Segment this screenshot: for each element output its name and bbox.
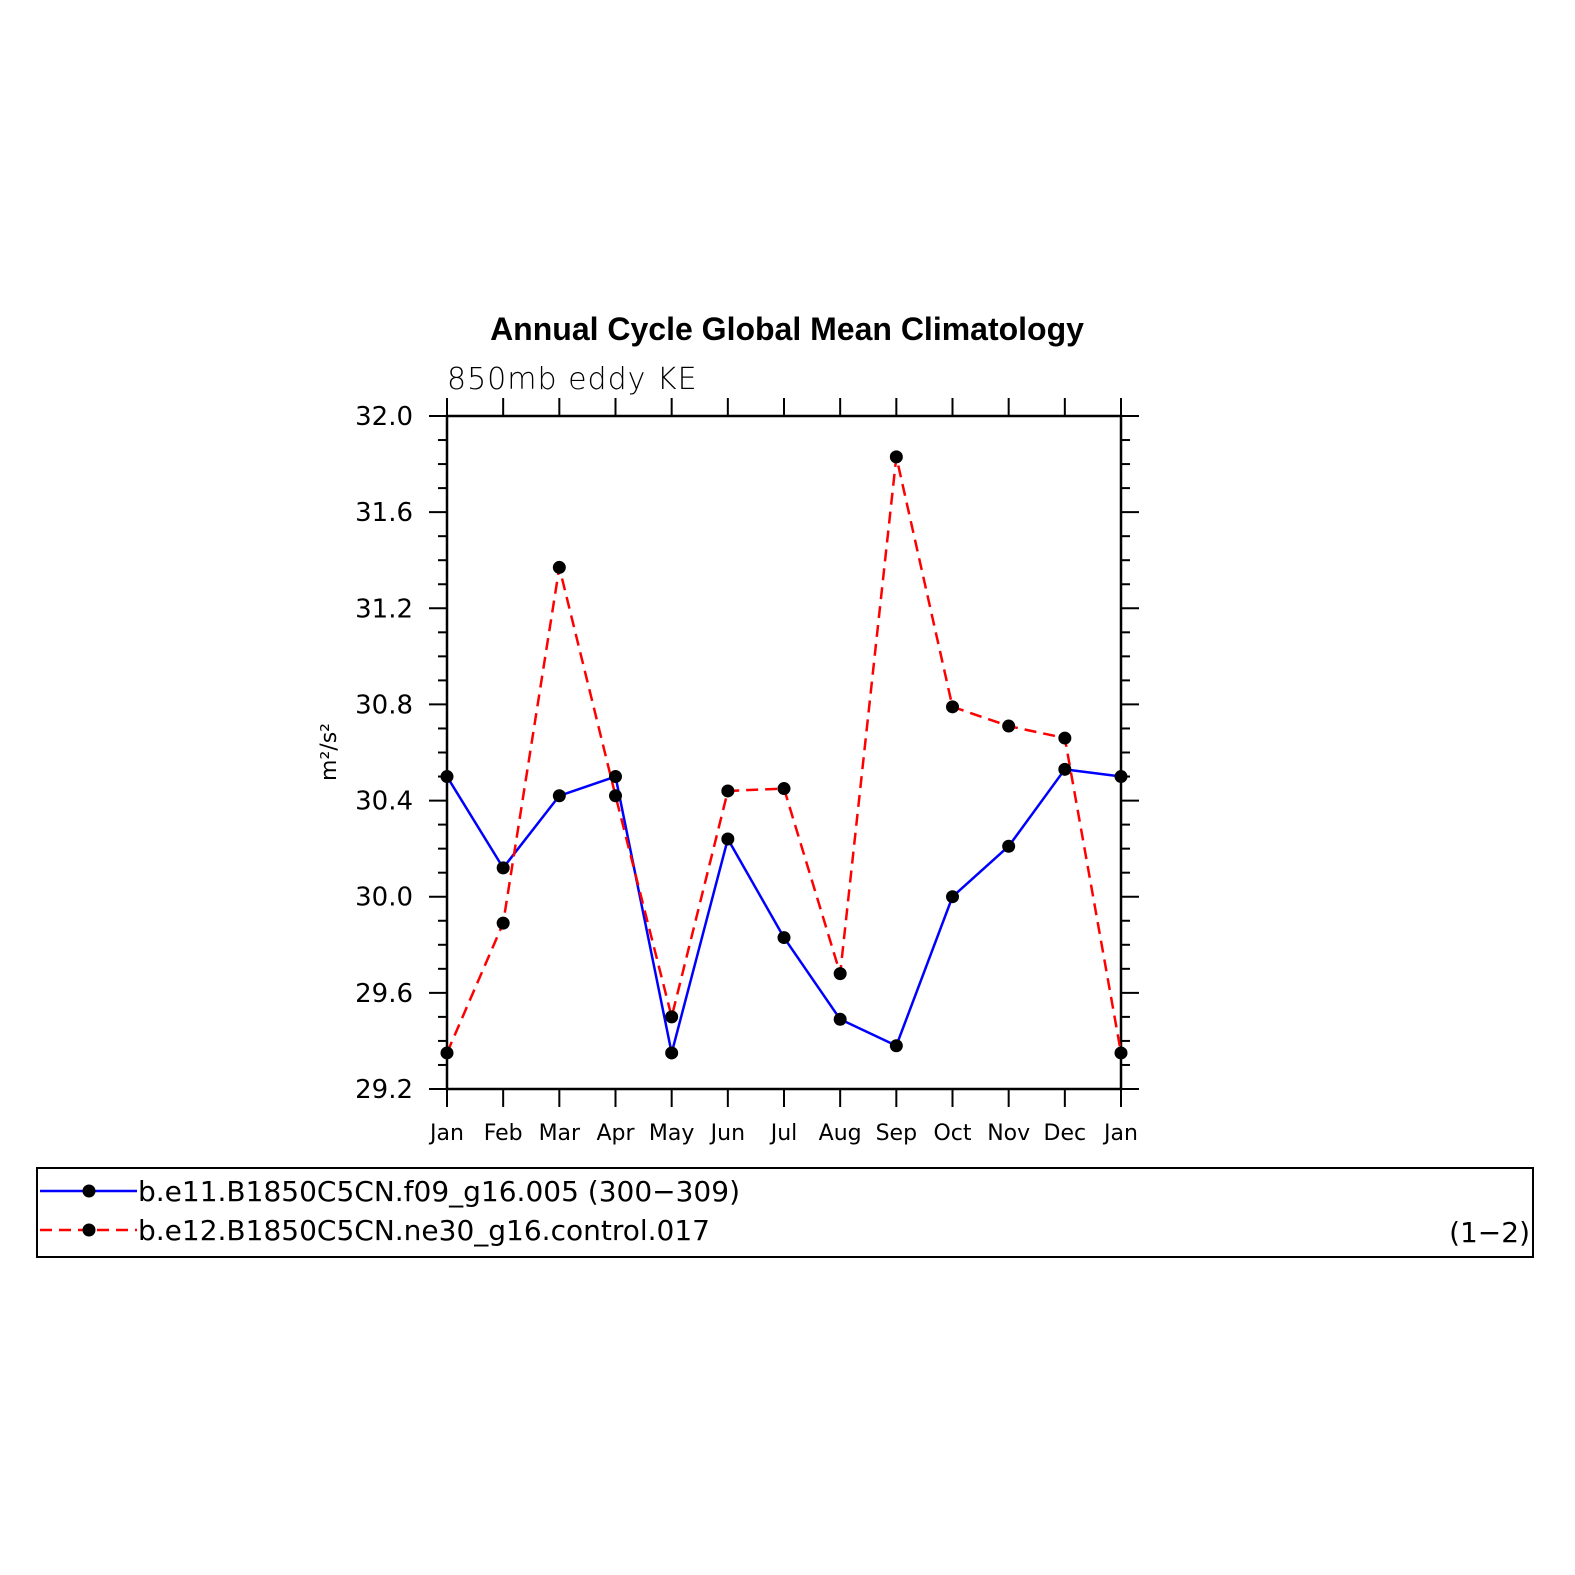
legend: b.e11.B1850C5CN.f09_g16.005 (300−309) b.e… — [36, 1167, 1534, 1258]
legend-marker-2 — [82, 1223, 96, 1237]
x-tick-label: Oct — [933, 1121, 971, 1146]
plot-frame — [445, 414, 1123, 1091]
series-1-point — [721, 832, 735, 846]
series-1-point — [609, 770, 622, 784]
series-1-point — [440, 770, 454, 784]
y-tick-label: 31.2 — [355, 594, 413, 624]
series-2-point — [665, 1010, 679, 1024]
series-1-point — [889, 1039, 903, 1053]
x-tick-label: Sep — [876, 1121, 917, 1146]
x-tick-label: May — [649, 1121, 694, 1146]
series-2-point — [440, 1046, 454, 1060]
series-2-point — [552, 560, 566, 574]
series-2-point — [833, 967, 847, 981]
x-tick-label: Feb — [484, 1121, 523, 1146]
x-tick-label: Jan — [1102, 1121, 1138, 1146]
x-tick-label: Dec — [1044, 1121, 1087, 1146]
x-tick-labels: Jan Feb Mar Apr May Jun Jul Aug Sep Oct Nov Dec Jan — [428, 1121, 1138, 1146]
y-tick-label: 29.6 — [355, 979, 413, 1009]
series-1-point — [777, 931, 791, 945]
x-tick-label: Jan — [428, 1121, 464, 1146]
x-tick-label: Apr — [596, 1121, 635, 1146]
series-2-point — [1114, 1046, 1128, 1060]
y-tick-label: 32.0 — [355, 402, 413, 432]
y-tick-label: 30.8 — [355, 690, 413, 720]
series-line-1 — [445, 768, 1122, 1055]
series-1-point — [665, 1046, 679, 1060]
series-2-point — [1002, 719, 1016, 733]
series-2-point — [777, 782, 791, 796]
series-2-point — [946, 700, 959, 714]
x-tick-label: Aug — [819, 1121, 862, 1146]
x-tick-label: Nov — [987, 1121, 1030, 1146]
y-axis-label: m²/s² — [317, 723, 342, 781]
y-tick-label: 31.6 — [355, 498, 413, 528]
chart-subtitle: 850mb eddy KE — [447, 362, 698, 397]
series-1-point — [496, 861, 510, 875]
series-2-point — [496, 916, 510, 930]
legend-marker-1 — [82, 1184, 96, 1198]
series-1-point — [833, 1012, 847, 1026]
series-2-point — [1058, 731, 1072, 745]
y-tick-label: 30.4 — [355, 787, 413, 817]
series-lines — [445, 455, 1123, 1055]
legend-box — [36, 1167, 1534, 1258]
legend-label-2: b.e12.B1850C5CN.ne30_g16.control.017 — [138, 1214, 710, 1247]
axis-ticks — [429, 398, 1139, 1107]
series-1-point — [1114, 770, 1128, 784]
series-1-point — [1002, 839, 1016, 853]
y-tick-label: 29.2 — [355, 1075, 413, 1105]
y-tick-labels: 29.2 29.6 30.0 30.4 30.8 31.2 31.6 32.0 — [355, 402, 413, 1105]
series-markers — [440, 450, 1128, 1060]
series-1-point — [552, 789, 566, 803]
series-2-point — [889, 450, 903, 464]
x-tick-label: Mar — [539, 1121, 581, 1146]
y-tick-label: 30.0 — [355, 883, 413, 913]
series-1-point — [1058, 762, 1072, 776]
series-1-point — [946, 890, 959, 904]
series-2-point — [721, 784, 735, 798]
legend-label-1: b.e11.B1850C5CN.f09_g16.005 (300−309) — [138, 1175, 740, 1208]
legend-tag: (1−2) — [1449, 1216, 1530, 1249]
series-line-2 — [445, 455, 1123, 1054]
x-tick-label: Jun — [709, 1121, 745, 1146]
chart-title: Annual Cycle Global Mean Climatology — [490, 311, 1084, 347]
plot-border — [445, 414, 1123, 1091]
x-tick-label: Jul — [769, 1121, 798, 1146]
series-2-point — [609, 789, 622, 803]
